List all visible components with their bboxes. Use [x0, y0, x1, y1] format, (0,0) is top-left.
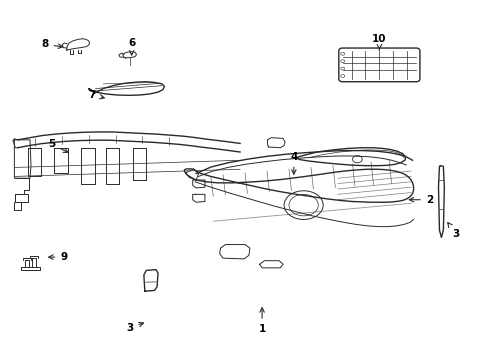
- Text: 1: 1: [259, 308, 266, 334]
- Text: 6: 6: [128, 38, 135, 55]
- Text: 4: 4: [290, 152, 297, 174]
- Text: 10: 10: [372, 35, 387, 50]
- Text: 3: 3: [448, 222, 460, 239]
- Text: 5: 5: [48, 139, 68, 152]
- Text: 3: 3: [126, 322, 144, 333]
- Text: 9: 9: [49, 252, 68, 262]
- Text: 7: 7: [89, 90, 104, 100]
- Text: 8: 8: [41, 40, 63, 49]
- Text: 2: 2: [409, 195, 433, 205]
